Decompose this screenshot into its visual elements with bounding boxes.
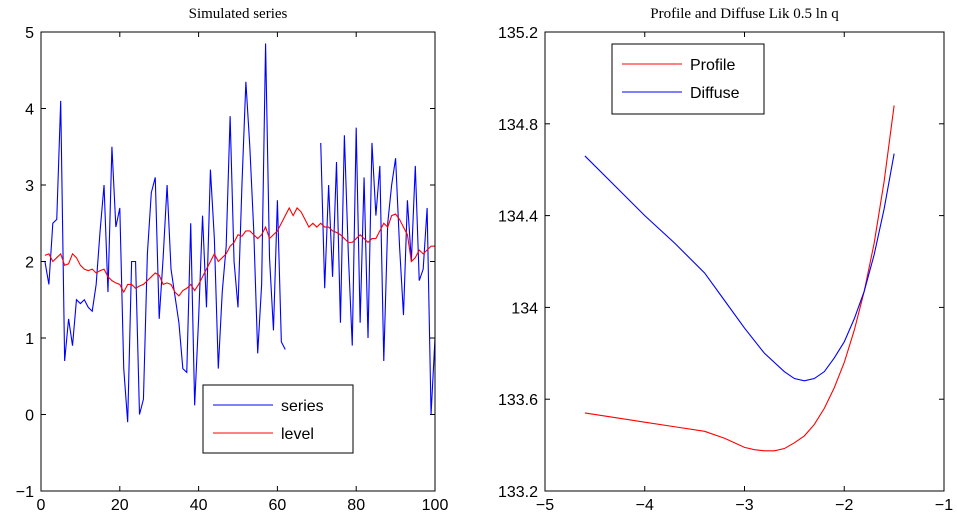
x-tick-label: −4 xyxy=(636,497,654,514)
y-tick-label: 2 xyxy=(25,255,34,272)
y-tick-label: −1 xyxy=(16,484,34,501)
series-line-level xyxy=(44,206,435,297)
x-tick-label: 0 xyxy=(37,497,46,514)
y-tick-label: 134.8 xyxy=(498,117,538,134)
series-line-profile xyxy=(584,105,895,452)
x-tick-label: −3 xyxy=(735,497,753,514)
x-tick-label: 20 xyxy=(111,497,129,514)
chart-title: Profile and Diffuse Lik 0.5 ln q xyxy=(650,6,839,22)
likelihood-chart: Profile and Diffuse Lik 0.5 ln q −5 −4 −3 −… xyxy=(498,6,953,514)
legend-box xyxy=(611,43,765,115)
x-tick-label: −5 xyxy=(536,497,554,514)
legend: Profile Diffuse xyxy=(611,43,765,115)
x-tick-label: 100 xyxy=(422,497,449,514)
y-tick-label: 133.2 xyxy=(498,484,538,501)
x-tick-label: −1 xyxy=(935,497,953,514)
series-line-series xyxy=(44,43,435,423)
y-tick-label: 5 xyxy=(25,25,34,42)
x-tick-label: −2 xyxy=(835,497,853,514)
legend-box xyxy=(202,384,354,454)
x-tick-label: 80 xyxy=(347,497,365,514)
y-tick-label: 3 xyxy=(25,178,34,195)
y-tick-label: 135.2 xyxy=(498,25,538,42)
legend-label: level xyxy=(281,426,314,443)
x-tick-label: 60 xyxy=(269,497,287,514)
y-tick-label: 134.4 xyxy=(498,209,538,226)
series-line-diffuse xyxy=(584,153,895,382)
legend: series level xyxy=(202,384,354,454)
legend-label: Diffuse xyxy=(690,85,740,102)
y-tick-label: 133.6 xyxy=(498,392,538,409)
y-tick-label: 1 xyxy=(25,331,34,348)
legend-label: Profile xyxy=(690,57,735,74)
chart-title: Simulated series xyxy=(189,6,288,22)
y-tick-label: 0 xyxy=(25,408,34,425)
y-tick-label: 134 xyxy=(511,300,538,317)
x-tick-label: 40 xyxy=(190,497,208,514)
legend-label: series xyxy=(281,398,324,415)
y-tick-label: 4 xyxy=(25,102,34,119)
